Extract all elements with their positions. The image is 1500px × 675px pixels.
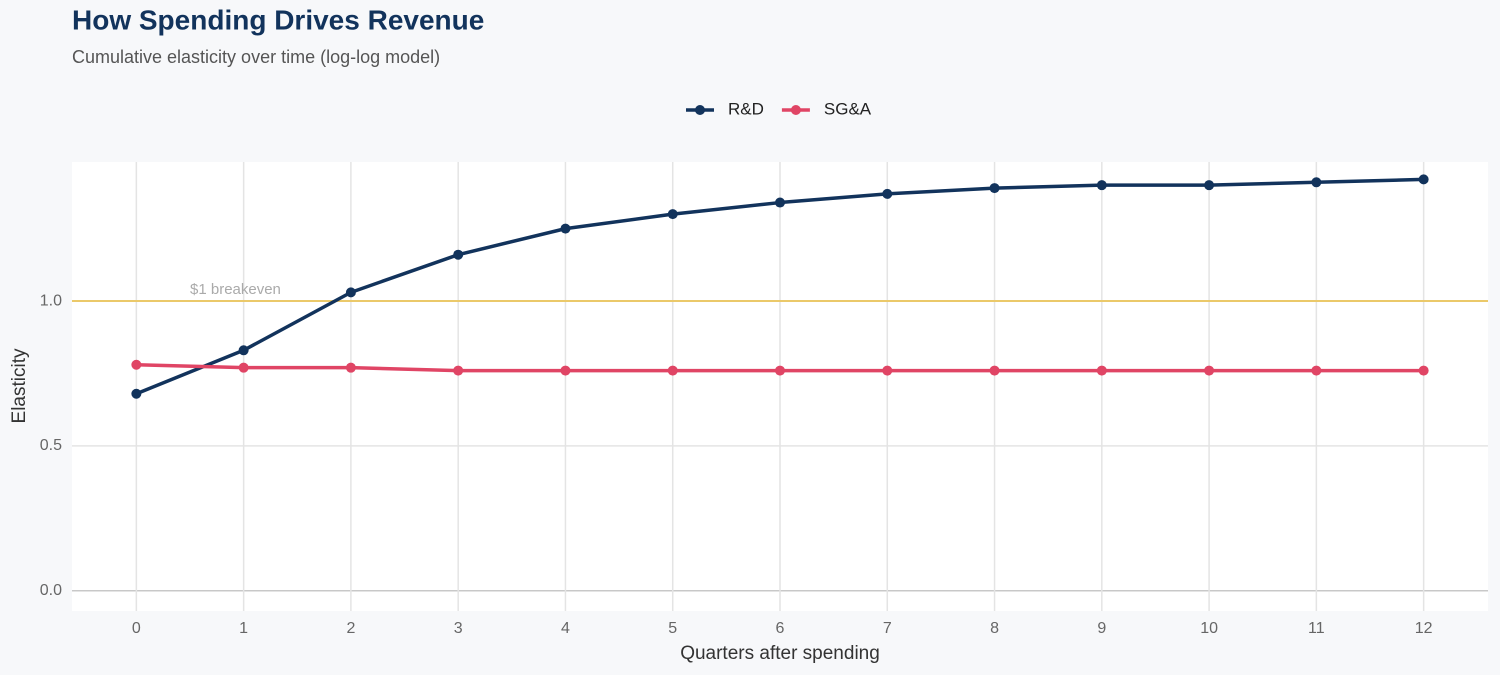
legend-label: SG&A — [824, 99, 872, 118]
y-tick-label: 0.0 — [40, 582, 62, 599]
x-tick-label: 11 — [1308, 620, 1325, 637]
data-point — [989, 183, 1000, 194]
x-tick-label: 10 — [1200, 620, 1218, 637]
data-point — [775, 197, 785, 208]
x-tick-label: 7 — [883, 620, 892, 637]
chart-title: How Spending Drives Revenue — [72, 4, 484, 35]
chart-subtitle: Cumulative elasticity over time (log-log… — [72, 47, 440, 67]
data-point — [345, 362, 356, 373]
x-tick-label: 0 — [132, 620, 141, 637]
y-tick-label: 1.0 — [40, 292, 62, 309]
data-point — [1311, 177, 1322, 188]
data-point — [882, 188, 893, 199]
y-axis-label: Elasticity — [9, 348, 30, 423]
data-point — [1096, 365, 1107, 376]
data-point — [1418, 365, 1429, 376]
data-point — [1204, 365, 1215, 376]
data-point — [560, 365, 571, 376]
legend-swatch-point — [790, 105, 801, 115]
data-point — [560, 223, 571, 234]
y-tick-label: 0.5 — [40, 437, 62, 454]
data-point — [131, 359, 142, 370]
x-tick-label: 4 — [561, 620, 570, 637]
x-tick-label: 1 — [239, 620, 248, 637]
data-point — [882, 365, 893, 376]
data-point — [1204, 180, 1215, 191]
data-point — [238, 362, 249, 373]
reference-label: $1 breakeven — [190, 281, 281, 298]
data-point — [131, 388, 142, 399]
x-tick-label: 5 — [668, 620, 677, 637]
data-point — [667, 209, 678, 220]
legend-label: R&D — [728, 99, 764, 118]
legend-swatch-point — [695, 105, 705, 115]
data-point — [989, 365, 1000, 376]
x-tick-label: 8 — [990, 620, 999, 637]
data-point — [667, 365, 678, 376]
data-point — [1418, 174, 1429, 185]
x-tick-label: 9 — [1097, 620, 1106, 637]
x-tick-label: 6 — [776, 620, 785, 637]
data-point — [453, 249, 464, 260]
data-point — [453, 365, 464, 376]
data-point — [1096, 180, 1107, 191]
data-point — [775, 365, 785, 376]
x-tick-label: 12 — [1415, 620, 1433, 637]
x-axis-label: Quarters after spending — [680, 643, 880, 664]
data-point — [345, 287, 356, 298]
data-point — [238, 345, 249, 356]
x-tick-label: 3 — [454, 620, 463, 637]
x-tick-label: 2 — [346, 620, 355, 637]
data-point — [1311, 365, 1322, 376]
